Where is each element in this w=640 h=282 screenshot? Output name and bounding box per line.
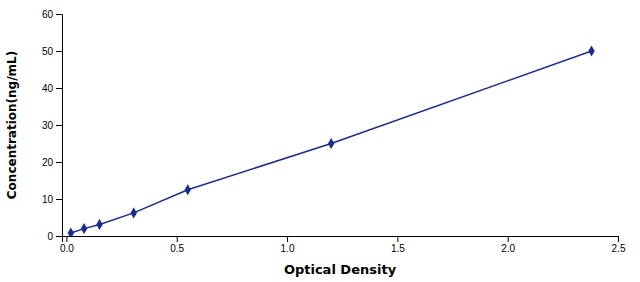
chart: 0.0 0.5 1.0 1.5 2.0 2.5 0 10 20 30 40 50 60 Optical D… — [0, 0, 640, 282]
tick: 2.0 — [501, 236, 515, 254]
tick-label: 1.5 — [391, 243, 405, 254]
line — [71, 51, 592, 233]
tick-mark — [56, 236, 62, 237]
tick-label: 10 — [42, 194, 54, 205]
x-axis: 0.0 0.5 1.0 1.5 2.0 2.5 — [60, 236, 626, 254]
tick-mark — [508, 236, 509, 242]
tick-label: 40 — [42, 83, 54, 94]
tick-label: 60 — [42, 9, 54, 20]
tick-mark — [56, 162, 62, 163]
tick: 60 — [42, 9, 62, 20]
point — [96, 219, 102, 230]
point — [130, 207, 136, 218]
tick-label: 1.0 — [281, 243, 295, 254]
tick-label: 30 — [42, 120, 54, 131]
y-axis: 0 10 20 30 40 50 60 — [42, 9, 63, 242]
x-axis-title: Optical Density — [284, 262, 397, 277]
tick: 10 — [42, 194, 62, 205]
tick-label: 2.5 — [612, 243, 626, 254]
tick-label: 0 — [47, 231, 53, 242]
tick: 30 — [42, 120, 62, 131]
point — [68, 227, 74, 236]
point — [185, 184, 191, 195]
point — [81, 223, 87, 234]
tick: 40 — [42, 83, 62, 94]
tick: 1.0 — [281, 236, 295, 254]
tick-mark — [56, 199, 62, 200]
tick-label: 0.5 — [170, 243, 184, 254]
tick-mark — [66, 236, 67, 242]
tick-label: 2.0 — [501, 243, 515, 254]
tick-mark — [177, 236, 178, 242]
tick-mark — [56, 88, 62, 89]
tick-label: 50 — [42, 46, 54, 57]
axis-line — [56, 15, 63, 237]
axis-line — [63, 237, 619, 243]
tick-mark — [56, 125, 62, 126]
tick: 1.5 — [391, 236, 405, 254]
tick-label: 0.0 — [60, 243, 74, 254]
plot-area: 0.0 0.5 1.0 1.5 2.0 2.5 0 10 20 30 40 50 60 — [42, 9, 626, 254]
tick-mark — [287, 236, 288, 242]
tick: 20 — [42, 157, 62, 168]
tick: 50 — [42, 46, 62, 57]
tick: 0.5 — [170, 236, 184, 254]
tick-label: 20 — [42, 157, 54, 168]
tick-mark — [618, 236, 619, 242]
tick-mark — [397, 236, 398, 242]
point — [328, 138, 334, 149]
y-axis-title: Concentration(ng/mL) — [5, 51, 19, 199]
tick: 0.0 — [60, 236, 74, 254]
tick-mark — [56, 14, 62, 15]
tick: 2.5 — [612, 236, 626, 254]
tick: 0 — [47, 231, 62, 242]
series — [68, 45, 595, 236]
tick-mark — [56, 51, 62, 52]
point — [588, 45, 594, 56]
